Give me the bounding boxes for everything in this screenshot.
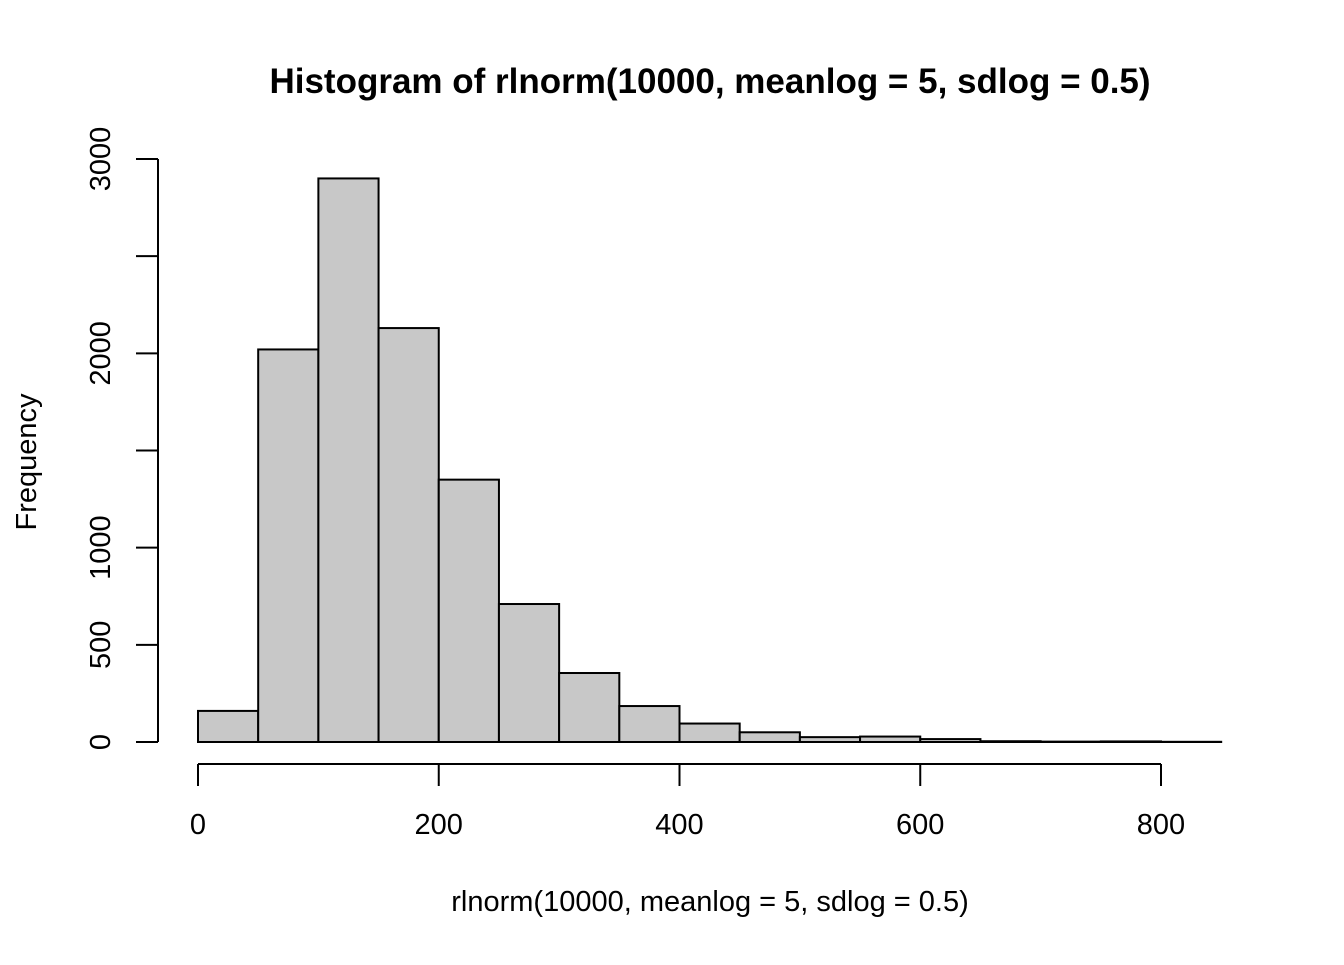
chart-title: Histogram of rlnorm(10000, meanlog = 5, … <box>269 62 1150 101</box>
histogram-bar <box>559 673 619 742</box>
y-tick-label: 500 <box>85 621 117 669</box>
x-axis: 0 200 400 600 800 <box>190 764 1185 841</box>
histogram-bar <box>258 349 318 742</box>
x-axis-label: rlnorm(10000, meanlog = 5, sdlog = 0.5) <box>451 886 968 918</box>
y-tick-label: 3000 <box>85 127 117 192</box>
y-axis-label: Frequency <box>11 393 43 531</box>
histogram-bar <box>439 480 499 742</box>
histogram-bar <box>379 328 439 742</box>
y-tick-label: 2000 <box>85 321 117 386</box>
x-tick-label: 200 <box>415 809 463 841</box>
x-tick-label: 0 <box>190 809 206 841</box>
histogram-bars <box>198 178 1221 742</box>
y-tick-label: 0 <box>85 734 117 750</box>
y-tick-label: 1000 <box>85 515 117 580</box>
histogram-bar <box>499 604 559 742</box>
x-tick-label: 800 <box>1137 809 1185 841</box>
y-axis: 0 500 1000 2000 3000 <box>85 127 158 750</box>
histogram-bar <box>318 178 378 742</box>
histogram-bar <box>740 732 800 742</box>
x-tick-label: 600 <box>896 809 944 841</box>
x-tick-label: 400 <box>655 809 703 841</box>
histogram-bar <box>680 724 740 742</box>
histogram-bar <box>198 711 258 742</box>
histogram-bar <box>619 706 679 742</box>
